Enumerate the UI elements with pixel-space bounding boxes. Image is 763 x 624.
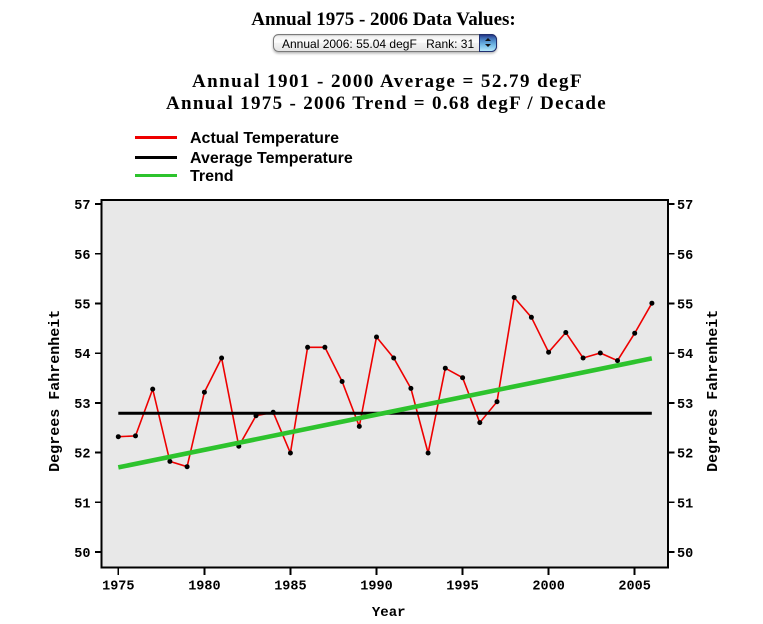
svg-text:54: 54 <box>74 348 90 363</box>
svg-text:1985: 1985 <box>274 580 306 595</box>
svg-text:50: 50 <box>677 547 693 562</box>
svg-text:55: 55 <box>74 299 90 314</box>
svg-text:52: 52 <box>677 448 693 463</box>
svg-text:2005: 2005 <box>618 580 650 595</box>
svg-text:Year: Year <box>372 605 406 621</box>
svg-text:Degrees Fahrenheit: Degrees Fahrenheit <box>705 310 722 472</box>
svg-text:53: 53 <box>74 398 90 413</box>
svg-text:Degrees Fahrenheit: Degrees Fahrenheit <box>47 310 64 472</box>
svg-text:57: 57 <box>677 199 693 214</box>
svg-text:1980: 1980 <box>188 580 220 595</box>
svg-text:51: 51 <box>74 497 90 512</box>
svg-text:1975: 1975 <box>102 580 134 595</box>
svg-text:1990: 1990 <box>360 580 392 595</box>
svg-text:54: 54 <box>677 348 693 363</box>
svg-text:50: 50 <box>74 547 90 562</box>
svg-text:55: 55 <box>677 299 693 314</box>
svg-text:57: 57 <box>74 199 90 214</box>
svg-text:53: 53 <box>677 398 693 413</box>
svg-text:52: 52 <box>74 448 90 463</box>
svg-text:2000: 2000 <box>532 580 564 595</box>
svg-text:56: 56 <box>677 249 693 264</box>
svg-text:1995: 1995 <box>446 580 478 595</box>
svg-text:51: 51 <box>677 497 693 512</box>
svg-text:56: 56 <box>74 249 90 264</box>
